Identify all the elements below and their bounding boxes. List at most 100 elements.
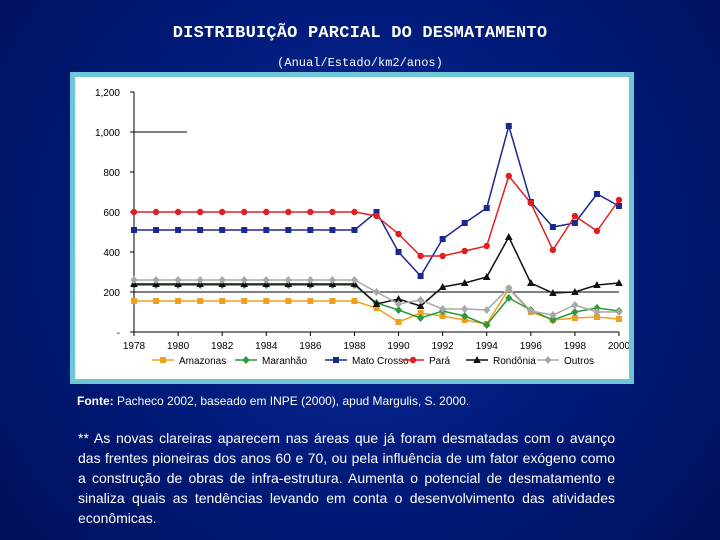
data-point-para: [527, 199, 535, 207]
data-point-outros: [218, 276, 226, 284]
data-point-amazonas: [175, 298, 182, 304]
data-point-amazonas: [219, 298, 226, 304]
data-point-para: [373, 212, 380, 220]
data-point-amazonas: [616, 316, 622, 322]
data-point-outros: [306, 276, 314, 284]
data-point-rondonia: [593, 281, 601, 288]
data-point-mato-crosso: [351, 227, 358, 233]
data-point-outros: [549, 311, 557, 319]
data-point-mato-crosso: [197, 227, 204, 233]
data-point-maranhao: [571, 308, 579, 316]
legend-label: Rondônia: [493, 356, 536, 367]
x-tick-label: 1978: [123, 341, 146, 352]
data-point-outros: [416, 296, 425, 304]
legend-marker: [333, 357, 339, 363]
data-point-para: [307, 208, 314, 216]
data-point-para: [417, 252, 424, 260]
source-text: Pacheco 2002, baseado em INPE (2000), ap…: [113, 394, 470, 408]
data-point-para: [329, 208, 336, 216]
y-tick-label: -: [117, 328, 120, 339]
x-tick-label: 1988: [343, 341, 366, 352]
data-point-para: [483, 242, 490, 250]
data-point-outros: [593, 308, 601, 316]
data-point-rondonia: [482, 273, 491, 280]
data-point-outros: [527, 307, 535, 315]
data-point-mato-crosso: [329, 227, 336, 233]
y-tick-label: 1,000: [95, 128, 120, 139]
data-point-para: [174, 208, 182, 216]
series-line-mato-crosso: [134, 123, 620, 278]
legend-label: Pará: [429, 356, 451, 367]
data-point-mato-crosso: [131, 227, 137, 233]
data-point-para: [152, 208, 160, 216]
legend-marker: [473, 356, 481, 363]
legend-label: Amazonas: [179, 356, 226, 367]
legend-label: Mato Crosso: [352, 356, 409, 367]
data-point-rondonia: [394, 295, 403, 302]
data-point-outros: [483, 306, 491, 314]
data-point-para: [439, 252, 446, 260]
data-point-amazonas: [307, 298, 314, 304]
data-point-rondonia: [504, 233, 513, 240]
x-tick-label: 1994: [476, 341, 499, 352]
source-label: Fonte:: [77, 394, 114, 408]
data-point-maranhao: [483, 321, 491, 329]
data-point-mato-crosso: [395, 249, 402, 255]
data-point-mato-crosso: [439, 236, 446, 242]
data-point-amazonas: [329, 298, 336, 304]
source-citation: Fonte: Pacheco 2002, baseado em INPE (20…: [77, 394, 469, 408]
x-tick-label: 1984: [255, 341, 278, 352]
data-point-mato-crosso: [263, 227, 270, 233]
data-point-mato-crosso: [219, 227, 226, 233]
y-tick-label: 200: [103, 288, 120, 299]
data-point-para: [505, 172, 512, 180]
data-point-rondonia: [372, 300, 381, 307]
data-point-amazonas: [241, 298, 248, 304]
data-point-mato-crosso: [549, 224, 556, 230]
data-point-amazonas: [593, 314, 600, 320]
data-point-rondonia: [416, 302, 425, 309]
data-point-outros: [152, 276, 160, 284]
data-point-outros: [372, 288, 381, 296]
data-point-rondonia: [438, 283, 447, 290]
x-tick-label: 1996: [520, 341, 543, 352]
data-point-mato-crosso: [505, 123, 512, 129]
data-point-para: [218, 208, 226, 216]
x-tick-label: 1992: [432, 341, 455, 352]
data-point-mato-crosso: [153, 227, 160, 233]
data-point-rondonia: [527, 279, 535, 286]
data-point-maranhao: [416, 314, 425, 322]
data-point-para: [461, 247, 468, 255]
legend-marker: [409, 356, 417, 364]
data-point-maranhao: [461, 312, 469, 320]
data-point-outros: [262, 276, 270, 284]
data-point-outros: [461, 305, 469, 313]
data-point-para: [571, 212, 579, 220]
data-point-amazonas: [439, 313, 446, 319]
note-paragraph: ** As novas clareiras aparecem nas áreas…: [78, 430, 615, 526]
data-point-amazonas: [263, 298, 270, 304]
legend-label: Outros: [564, 356, 594, 367]
data-point-para: [615, 196, 623, 204]
data-point-rondonia: [460, 279, 469, 286]
data-point-outros: [174, 276, 182, 284]
x-tick-label: 1986: [299, 341, 322, 352]
data-point-amazonas: [285, 298, 292, 304]
data-point-mato-crosso: [175, 227, 182, 233]
data-point-amazonas: [571, 315, 578, 321]
data-point-para: [285, 208, 292, 216]
data-point-mato-crosso: [241, 227, 248, 233]
data-point-para: [593, 227, 601, 235]
y-tick-label: 800: [103, 168, 120, 179]
data-point-para: [130, 208, 138, 216]
data-point-outros: [350, 276, 359, 284]
line-chart: - 200 400 600 800 1,000 1,200 1978 1980 1982 1984 1…: [95, 88, 629, 367]
data-point-outros: [240, 276, 248, 284]
data-point-amazonas: [373, 305, 380, 311]
data-point-mato-crosso: [307, 227, 314, 233]
data-point-maranhao: [394, 306, 403, 314]
x-tick-label: 2000: [608, 341, 629, 352]
data-point-amazonas: [351, 298, 358, 304]
data-point-para: [241, 208, 248, 216]
data-point-maranhao: [505, 294, 513, 302]
